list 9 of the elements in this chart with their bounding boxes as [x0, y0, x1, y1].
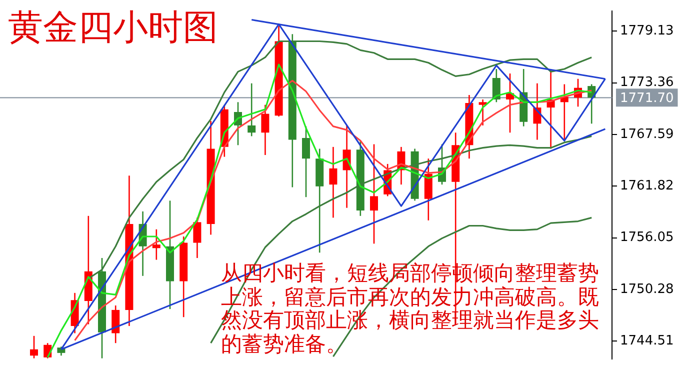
y-tick-label: 1779.13	[620, 24, 674, 39]
y-tick-label: 1756.05	[620, 230, 674, 246]
y-tick-label: 1767.59	[620, 126, 674, 142]
y-tick-label: 1773.36	[620, 75, 674, 90]
chart-title: 黄金四小时图	[6, 6, 220, 50]
y-tick-label: 1750.28	[620, 282, 674, 297]
y-tick-label: 1761.82	[620, 178, 674, 194]
y-tick-label: 1744.51	[620, 334, 674, 349]
ref-line-label: 1771.70	[620, 91, 674, 106]
